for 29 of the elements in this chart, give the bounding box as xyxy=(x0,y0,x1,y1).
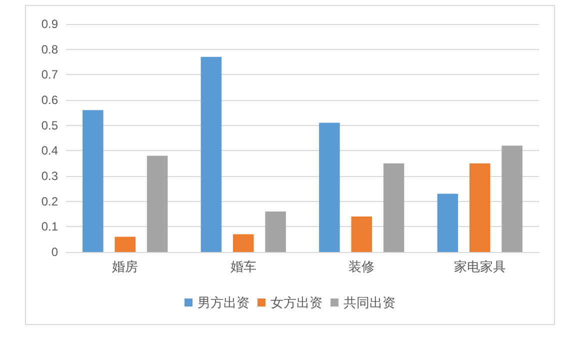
bar xyxy=(200,56,222,252)
bar xyxy=(265,211,286,252)
y-tick-label: 0.1 xyxy=(41,220,58,234)
y-tick-label: 0.4 xyxy=(41,144,58,158)
y-tick-label: 0.3 xyxy=(41,169,58,183)
y-tick-label: 0.2 xyxy=(41,194,58,208)
legend-label: 共同出资 xyxy=(344,295,396,310)
bar xyxy=(319,122,340,252)
x-tick-label: 家电家具 xyxy=(454,259,506,274)
legend-label: 男方出资 xyxy=(198,295,250,310)
y-tick-label: 0.9 xyxy=(41,17,58,31)
legend-label: 女方出资 xyxy=(270,295,322,310)
bar xyxy=(146,156,168,252)
y-tick-label: 0.7 xyxy=(41,68,58,82)
y-tick-label: 0.8 xyxy=(41,42,58,56)
bar xyxy=(383,163,404,252)
x-tick-label: 婚车 xyxy=(230,259,256,274)
x-tick-label: 装修 xyxy=(348,259,375,274)
y-tick-label: 0.6 xyxy=(41,93,58,107)
bar xyxy=(232,234,254,252)
y-tick-label: 0.5 xyxy=(41,118,58,132)
x-tick-label: 婚房 xyxy=(112,259,138,274)
bar xyxy=(437,194,458,252)
bar xyxy=(82,110,104,252)
bar xyxy=(469,163,490,252)
bar xyxy=(114,236,136,252)
y-tick-label: 0 xyxy=(51,245,58,259)
bar xyxy=(502,146,522,252)
bar xyxy=(351,216,372,252)
